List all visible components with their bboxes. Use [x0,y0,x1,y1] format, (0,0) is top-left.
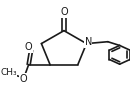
Text: O: O [20,74,27,84]
Text: O: O [60,7,68,17]
Text: CH₃: CH₃ [0,68,17,77]
Text: O: O [25,42,32,52]
Text: N: N [85,37,92,47]
